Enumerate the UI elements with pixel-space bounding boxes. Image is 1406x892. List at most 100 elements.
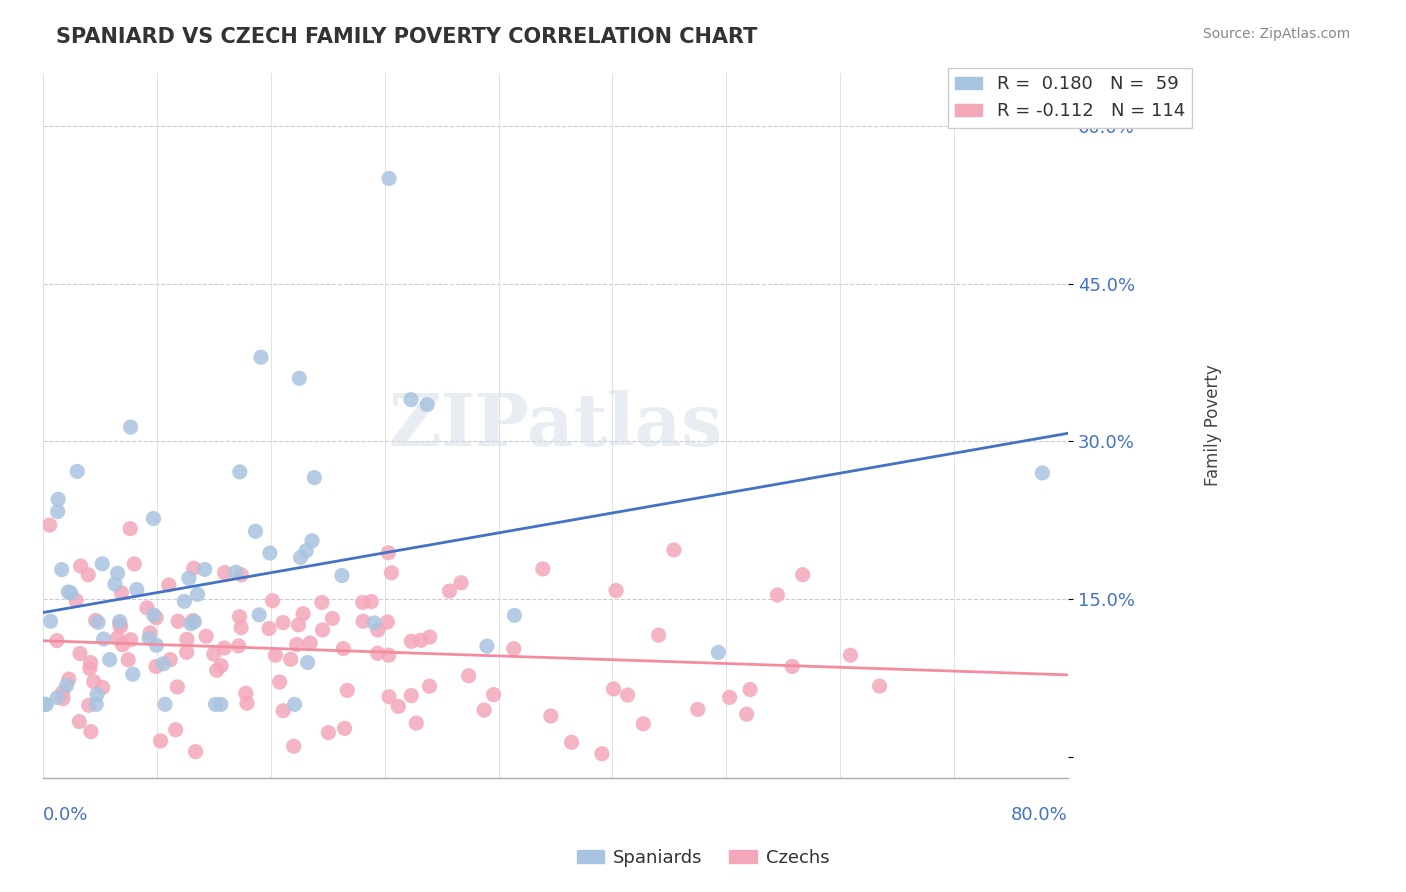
Point	[235, 686, 257, 700]
Point	[110, 619, 132, 633]
Point	[360, 594, 382, 608]
Point	[67, 714, 90, 729]
Point	[176, 632, 198, 647]
Point	[173, 594, 195, 608]
Point	[378, 690, 401, 704]
Legend: Spaniards, Czechs: Spaniards, Czechs	[569, 842, 837, 874]
Point	[180, 616, 202, 631]
Point	[145, 659, 167, 673]
Point	[602, 681, 624, 696]
Point	[285, 638, 308, 652]
Point	[283, 739, 305, 754]
Point	[662, 543, 685, 558]
Point	[377, 546, 399, 560]
Point	[214, 566, 236, 580]
Point	[409, 633, 432, 648]
Point	[84, 698, 107, 712]
Point	[152, 657, 174, 671]
Point	[257, 622, 280, 636]
Point	[107, 566, 129, 581]
Point	[333, 722, 356, 736]
Point	[228, 609, 250, 624]
Point	[707, 645, 730, 659]
Point	[780, 659, 803, 673]
Point	[120, 632, 142, 647]
Point	[66, 465, 89, 479]
Point	[86, 687, 108, 701]
Point	[177, 571, 200, 585]
Point	[195, 629, 218, 643]
Point	[250, 350, 273, 364]
Point	[264, 648, 287, 663]
Point	[605, 583, 627, 598]
Point	[311, 623, 333, 637]
Point	[295, 543, 318, 558]
Point	[194, 562, 217, 576]
Point	[766, 588, 789, 602]
Point	[735, 707, 758, 722]
Point	[247, 607, 270, 622]
Point	[399, 689, 422, 703]
Point	[352, 614, 374, 628]
Point	[502, 641, 524, 656]
Point	[475, 639, 498, 653]
Point	[110, 586, 132, 600]
Point	[647, 628, 669, 642]
Point	[202, 647, 225, 661]
Point	[83, 674, 105, 689]
Point	[418, 679, 440, 693]
Point	[87, 615, 110, 630]
Point	[209, 698, 232, 712]
Point	[311, 595, 333, 609]
Point	[105, 631, 128, 645]
Point	[145, 610, 167, 624]
Point	[271, 615, 294, 630]
Point	[69, 647, 91, 661]
Point	[79, 656, 101, 670]
Point	[98, 653, 121, 667]
Point	[330, 568, 353, 582]
Point	[561, 735, 583, 749]
Point	[184, 745, 207, 759]
Point	[77, 567, 100, 582]
Point	[271, 704, 294, 718]
Point	[387, 699, 409, 714]
Point	[540, 709, 562, 723]
Point	[269, 675, 291, 690]
Point	[69, 559, 91, 574]
Point	[45, 633, 67, 648]
Text: 0.0%: 0.0%	[44, 806, 89, 824]
Point	[77, 698, 100, 713]
Point	[142, 511, 165, 525]
Point	[91, 681, 114, 695]
Point	[165, 723, 187, 737]
Text: Source: ZipAtlas.com: Source: ZipAtlas.com	[1202, 27, 1350, 41]
Point	[297, 656, 319, 670]
Point	[186, 587, 208, 601]
Point	[378, 171, 401, 186]
Point	[792, 567, 814, 582]
Text: SPANIARD VS CZECH FAMILY POVERTY CORRELATION CHART: SPANIARD VS CZECH FAMILY POVERTY CORRELA…	[56, 27, 758, 46]
Point	[84, 614, 107, 628]
Point	[839, 648, 862, 663]
Point	[167, 614, 190, 628]
Point	[740, 682, 762, 697]
Point	[124, 557, 146, 571]
Point	[229, 465, 252, 479]
Point	[205, 663, 228, 677]
Point	[336, 683, 359, 698]
Point	[46, 492, 69, 507]
Point	[225, 566, 247, 580]
Point	[79, 661, 101, 675]
Point	[332, 641, 354, 656]
Point	[245, 524, 267, 539]
Point	[149, 734, 172, 748]
Point	[304, 470, 326, 484]
Point	[183, 615, 205, 629]
Text: ZIPatlas: ZIPatlas	[388, 390, 723, 461]
Point	[231, 567, 253, 582]
Point	[416, 398, 439, 412]
Point	[457, 669, 479, 683]
Point	[52, 691, 75, 706]
Point	[153, 698, 176, 712]
